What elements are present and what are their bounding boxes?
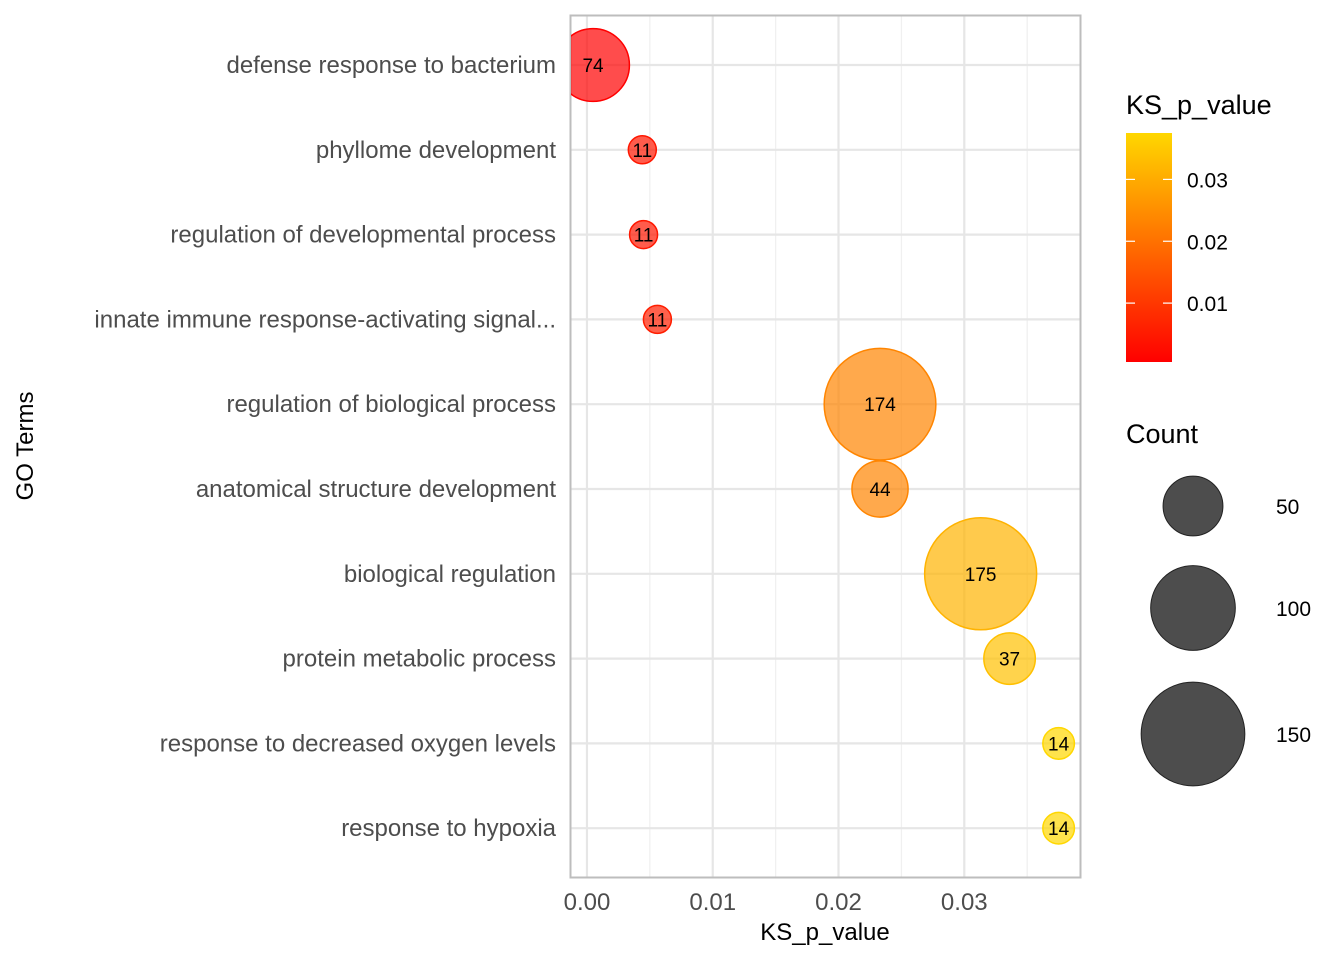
bubble-count-label: 44: [869, 480, 891, 501]
colorbar-tick-label: 0.01: [1187, 293, 1228, 316]
size-legend-circle: [1162, 475, 1224, 537]
bubble-count-label: 14: [1048, 819, 1070, 840]
bubble-point: [627, 135, 658, 165]
y-tick-label: protein metabolic process: [283, 646, 556, 673]
y-axis-title: GO Terms: [12, 392, 39, 501]
color-legend: KS_p_value 0.01 0.02 0.03: [1126, 90, 1272, 362]
bubble-points: 74 11 11 11 174 44 175 37 14 14: [571, 27, 1076, 845]
bubble-count-label: 14: [1048, 734, 1070, 755]
size-legend-circle: [1150, 565, 1236, 651]
bubble-point: [923, 517, 1038, 631]
size-legend-label: 100: [1276, 598, 1311, 621]
size-legend-circle: [1140, 681, 1246, 787]
bubble-count-label: 174: [864, 395, 896, 416]
bubble-point: [642, 304, 673, 335]
x-tick-label: 0.03: [941, 889, 988, 916]
size-legend-items: 50 100 150: [1140, 475, 1311, 787]
bubble-count-label: 175: [965, 565, 997, 586]
colorbar: [1126, 133, 1172, 362]
bubble-count-label: 74: [582, 56, 604, 77]
x-tick-label: 0.02: [815, 889, 862, 916]
x-tick-label: 0.00: [564, 889, 611, 916]
bubble-point: [983, 632, 1037, 686]
y-tick-label: anatomical structure development: [196, 476, 557, 503]
bubble-count-label: 11: [648, 310, 668, 331]
bubble-point: [1042, 726, 1076, 760]
x-axis-tick-labels: 0.00 0.01 0.02 0.03: [564, 889, 988, 916]
y-tick-label: defense response to bacterium: [226, 52, 556, 79]
colorbar-ticks: 0.01 0.02 0.03: [1126, 169, 1228, 316]
x-axis-title: KS_p_value: [760, 919, 889, 946]
size-legend: Count 50 100 150: [1126, 419, 1311, 787]
y-tick-label: regulation of biological process: [226, 391, 556, 418]
y-tick-label: response to hypoxia: [341, 815, 556, 842]
bubble-point: [823, 347, 937, 461]
colorbar-tick-label: 0.02: [1187, 231, 1228, 254]
colorbar-tick-label: 0.03: [1187, 169, 1228, 192]
y-tick-label: regulation of developmental process: [170, 222, 556, 249]
color-legend-title: KS_p_value: [1126, 90, 1272, 120]
x-tick-label: 0.01: [689, 889, 736, 916]
y-tick-label: response to decreased oxygen levels: [160, 730, 556, 757]
bubble-count-label: 37: [999, 650, 1020, 671]
size-legend-label: 50: [1276, 496, 1299, 519]
plot-panel-border: [569, 14, 1082, 879]
size-legend-title: Count: [1126, 419, 1199, 449]
y-axis-tick-labels: defense response to bacterium phyllome de…: [94, 52, 556, 842]
bubble-count-label: 11: [632, 141, 652, 162]
y-tick-label: biological regulation: [344, 561, 556, 588]
bubble-point: [1042, 811, 1076, 845]
bubble-point: [628, 219, 659, 250]
bubble-count-label: 11: [634, 226, 654, 247]
size-legend-label: 150: [1276, 724, 1311, 747]
y-tick-label: phyllome development: [316, 137, 556, 164]
bubble-point: [571, 27, 631, 103]
y-tick-label: innate immune response-activating signal…: [94, 306, 556, 333]
bubble-point: [851, 460, 909, 518]
